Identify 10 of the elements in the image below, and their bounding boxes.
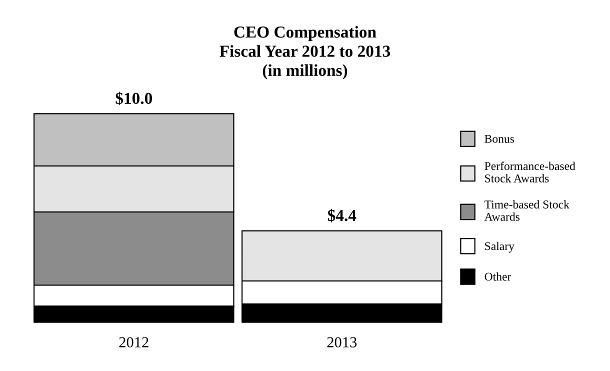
x-tick-label: 2012 [119,337,148,348]
legend-label: Other [484,272,512,281]
legend-label: Bonus [484,134,514,143]
annotation: $4.4 [328,208,356,222]
x-tick-label: 2013 [327,337,357,348]
legend-label: Performance-based Stock Awards [484,162,576,182]
legend-label: Salary [485,242,514,253]
chart-title: CEO Compensation Fiscal Year 2012 to 2013 (in millions) [220,26,390,80]
annotation: $10.0 [116,92,152,106]
legend-label: Time-based Stock Awards [484,200,570,221]
